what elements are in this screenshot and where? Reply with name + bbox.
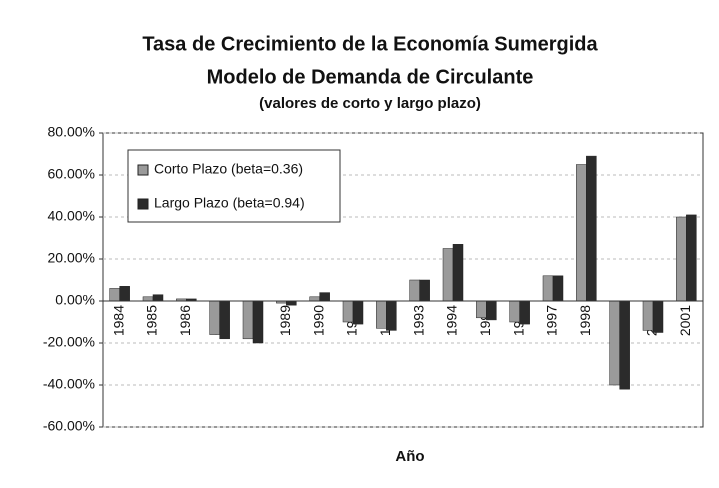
x-tick-label: 1993 [410,305,426,336]
bar [209,300,220,335]
bar [109,288,120,302]
x-tick-label: 1994 [444,305,460,336]
x-tick-label: 2001 [677,305,693,336]
bar [309,296,320,302]
bar [519,300,530,325]
x-tick-label: 1990 [310,305,326,336]
y-tick-label: 80.00% [48,124,95,140]
chart-subtitle: Modelo de Demanda de Circulante [207,66,534,88]
bar [319,292,330,302]
bar [576,164,587,302]
bar [552,275,564,302]
x-tick-label: 1985 [144,305,160,336]
bar [386,300,397,331]
legend [127,149,341,223]
x-tick-label: 1986 [177,305,193,336]
bar [409,279,420,302]
y-tick-label: 40.00% [48,208,95,224]
y-tick-label: -60.00% [43,418,95,434]
legend-label: Largo Plazo (beta=0.94) [154,195,305,211]
x-tick-label: 1998 [577,305,593,336]
legend-swatch [137,198,149,210]
bar [676,216,687,302]
bar [342,300,354,323]
bar [619,300,630,390]
y-tick-label: -40.00% [43,376,95,392]
bar [219,300,230,340]
x-tick-label: 1984 [110,305,126,336]
bar [376,300,387,329]
bar [509,300,520,323]
bar [252,300,264,344]
y-tick-label: -20.00% [43,334,95,350]
x-axis-title: Año [395,448,424,465]
bar [419,279,430,302]
bar [652,300,664,333]
y-tick-label: 0.00% [55,292,95,308]
bar [286,300,297,306]
bar [142,296,154,302]
chart-title: Tasa de Crecimiento de la Economía Sumer… [142,33,598,55]
bar [442,248,454,302]
bar [542,275,554,302]
bar [452,244,464,302]
bar [119,286,130,302]
bar [476,300,487,319]
y-tick-label: 20.00% [48,250,95,266]
x-tick-label: 1997 [544,305,560,336]
y-tick-label: 60.00% [48,166,95,182]
legend-swatch [137,164,149,176]
bar [152,294,164,302]
bar [642,300,654,331]
legend-label: Corto Plazo (beta=0.36) [154,161,303,177]
bar [352,300,364,325]
x-tick-label: 1989 [277,305,293,336]
bar [586,155,597,302]
bar [242,300,254,340]
bar [686,214,697,302]
bar [486,300,497,321]
chart-note: (valores de corto y largo plazo) [259,95,481,112]
bar [609,300,620,386]
